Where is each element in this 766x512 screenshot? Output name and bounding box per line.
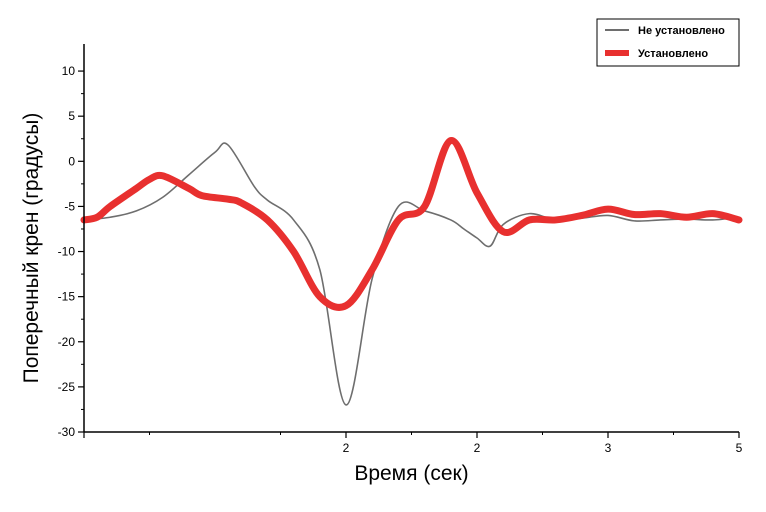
x-tick-label: 2 (474, 441, 481, 455)
legend-box (596, 18, 740, 67)
axes: 10 5 0 -5 -10 -15 -20 -25 -30 2 2 3 5 (58, 44, 743, 455)
x-tick-label: 2 (343, 441, 350, 455)
y-tick-label: 0 (68, 154, 75, 168)
y-tick-label: -30 (58, 425, 76, 439)
series-line-not-installed (83, 142, 740, 406)
y-axis-ticks: 10 5 0 -5 -10 -15 -20 -25 -30 (58, 64, 84, 439)
y-tick-label: -10 (58, 245, 76, 259)
y-tick-label: -20 (58, 335, 76, 349)
legend: Не установлено Установлено (596, 18, 740, 67)
series-line-installed (80, 137, 743, 311)
x-axis-title: Время (сек) (354, 462, 468, 485)
y-axis-title: Поперечный крен (градусы) (20, 113, 43, 384)
y-tick-label: -15 (58, 290, 76, 304)
legend-label-not-installed: Не установлено (638, 25, 725, 37)
y-tick-label: -25 (58, 380, 76, 394)
y-tick-label: 10 (62, 64, 76, 78)
x-tick-label: 3 (605, 441, 612, 455)
plot-lines (80, 137, 743, 406)
x-tick-label: 5 (736, 441, 743, 455)
x-axis-ticks: 2 2 3 5 (83, 432, 743, 455)
legend-label-installed: Установлено (638, 48, 708, 60)
y-tick-label: 5 (68, 109, 75, 123)
y-tick-label: -5 (64, 199, 75, 213)
